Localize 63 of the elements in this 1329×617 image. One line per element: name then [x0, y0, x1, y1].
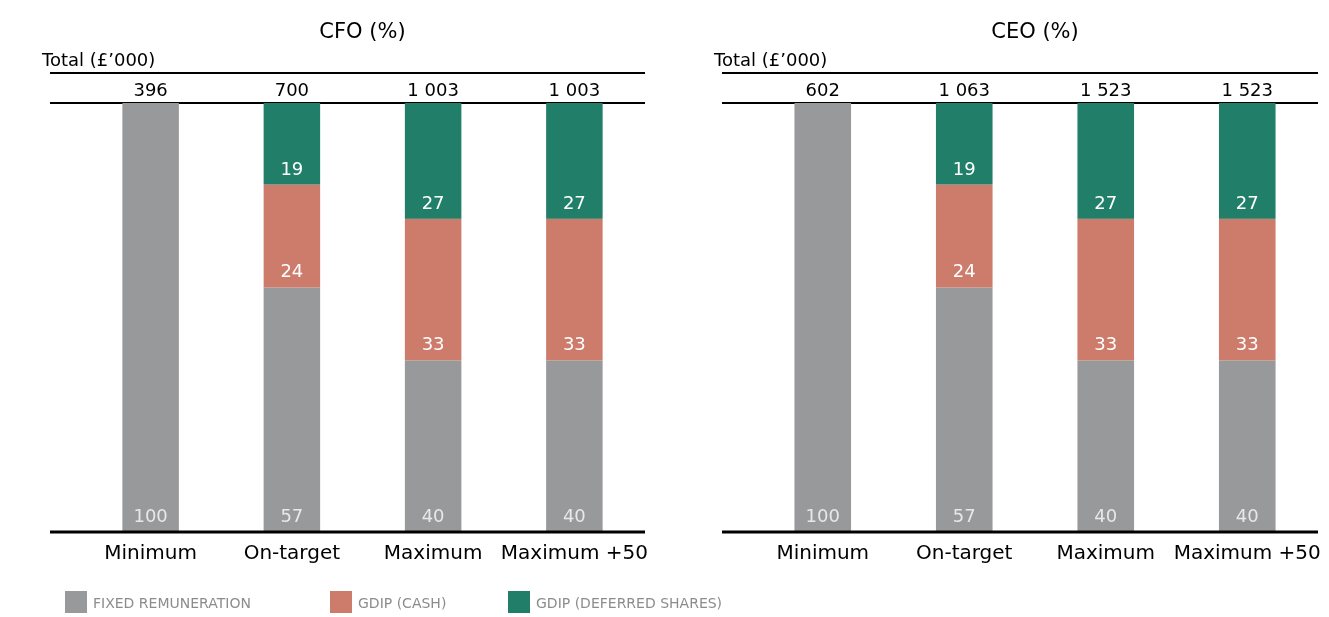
text: 700 [274, 79, 310, 100]
bar [1077, 360, 1135, 532]
bar [1218, 103, 1276, 219]
text: 396 [133, 79, 168, 100]
text: 1 003 [548, 79, 601, 100]
data-label: 40 [421, 505, 445, 526]
bar [263, 103, 321, 185]
legend-label: FIXED REMUNERATION [93, 595, 251, 611]
bar [794, 103, 852, 532]
data-label: 100 [805, 505, 840, 526]
bar [1218, 218, 1276, 361]
text: Total (£’000) [713, 49, 828, 70]
data-label: 24 [280, 260, 304, 282]
data-label: 33 [562, 333, 586, 355]
bar [1218, 360, 1276, 532]
x-tick-label: On-target [243, 540, 341, 564]
data-label: 40 [1094, 505, 1118, 526]
data-label: 40 [1235, 505, 1259, 526]
data-label: 19 [952, 157, 976, 179]
text: Total (£’000) [41, 49, 156, 70]
data-label: 57 [952, 505, 976, 526]
x-tick-label: Minimum [104, 540, 197, 564]
data-label: 24 [952, 260, 976, 282]
data-label: 33 [1094, 333, 1118, 355]
text: 1 003 [407, 79, 459, 100]
data-label: 100 [133, 505, 168, 526]
data-label: 19 [280, 157, 304, 179]
data-label: 57 [280, 505, 304, 526]
bar [1077, 218, 1135, 361]
bar [122, 103, 179, 532]
x-tick-label: Maximum +50 [1173, 540, 1321, 564]
bar [404, 218, 462, 361]
text: 602 [805, 79, 840, 100]
bar [263, 184, 321, 288]
x-tick-label: Maximum [383, 540, 483, 564]
legend-label: GDIP (DEFERRED SHARES) [536, 595, 723, 611]
bar [546, 218, 603, 361]
data-label: 27 [562, 191, 586, 213]
x-tick-label: Maximum [1056, 540, 1156, 564]
text: 1 523 [1221, 79, 1274, 100]
chart-title: CEO (%) [991, 19, 1079, 43]
bar [935, 103, 993, 185]
bar [546, 103, 603, 219]
bar [935, 287, 993, 532]
bar [935, 184, 993, 288]
data-label: 33 [421, 333, 445, 355]
x-tick-label: Maximum +50 [500, 540, 648, 564]
data-label: 33 [1235, 333, 1259, 355]
data-label: 27 [421, 191, 445, 213]
text: 1 523 [1079, 79, 1132, 100]
data-label: 27 [1094, 191, 1118, 213]
bar [546, 360, 603, 532]
text: 1 063 [938, 79, 991, 100]
x-tick-label: Minimum [776, 540, 870, 564]
bar [404, 103, 462, 219]
x-tick-label: On-target [916, 540, 1013, 564]
bar [1077, 103, 1135, 219]
bar [263, 287, 321, 532]
data-label: 40 [562, 505, 586, 526]
data-label: 27 [1235, 191, 1259, 213]
legend-label: GDIP (CASH) [358, 595, 447, 611]
chart-title: CFO (%) [319, 19, 406, 43]
bar [404, 360, 462, 532]
